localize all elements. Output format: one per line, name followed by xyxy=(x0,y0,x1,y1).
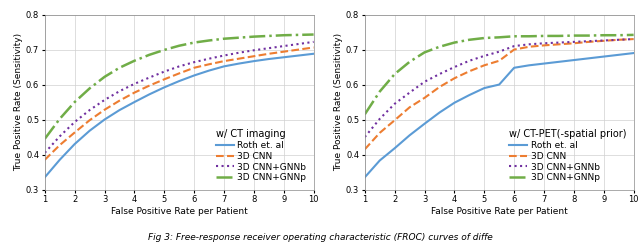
Y-axis label: True Positive Rate (Sensitivity): True Positive Rate (Sensitivity) xyxy=(14,33,23,171)
Text: Fig 3: Free-response receiver operating characteristic (FROC) curves of diffe: Fig 3: Free-response receiver operating … xyxy=(148,233,492,242)
X-axis label: False Positive Rate per Patient: False Positive Rate per Patient xyxy=(111,207,248,216)
X-axis label: False Positive Rate per Patient: False Positive Rate per Patient xyxy=(431,207,568,216)
Legend: Roth et. al, 3D CNN, 3D CNN+GNNb, 3D CNN+GNNp: Roth et. al, 3D CNN, 3D CNN+GNNb, 3D CNN… xyxy=(506,126,629,185)
Legend: Roth et. al, 3D CNN, 3D CNN+GNNb, 3D CNN+GNNp: Roth et. al, 3D CNN, 3D CNN+GNNb, 3D CNN… xyxy=(213,126,309,185)
Y-axis label: True Positive Rate (Sensitivity): True Positive Rate (Sensitivity) xyxy=(334,33,343,171)
